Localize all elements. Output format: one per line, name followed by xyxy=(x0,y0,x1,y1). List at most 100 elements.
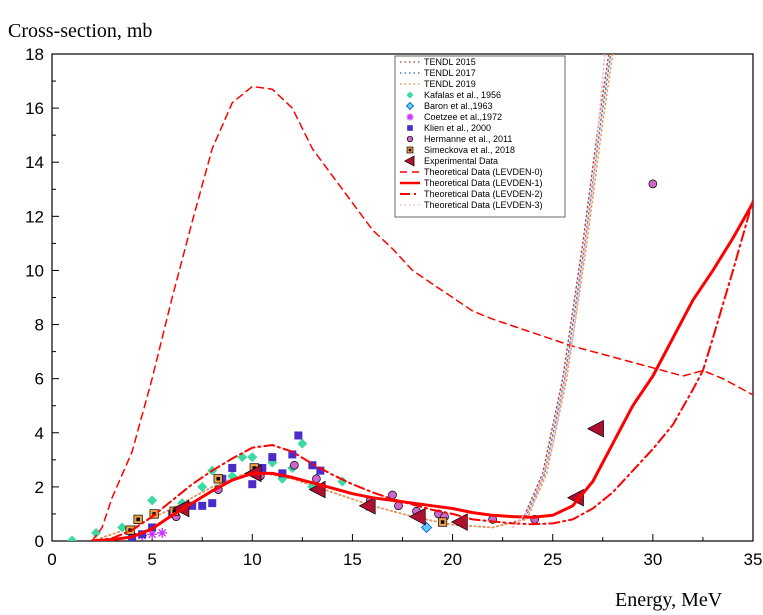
legend-item-11: Theoretical Data (LEVDEN-1) xyxy=(400,178,543,188)
legend-item-13: Theoretical Data (LEVDEN-3) xyxy=(400,200,543,210)
data-point xyxy=(308,461,317,470)
legend-label: Experimental Data xyxy=(424,156,498,166)
series-7 xyxy=(171,179,658,524)
data-point-d2 xyxy=(148,530,157,539)
data-point-dot xyxy=(172,509,176,513)
data-point xyxy=(198,501,207,510)
legend-item-8: Simeckova et al., 2018 xyxy=(406,145,515,155)
series-line xyxy=(90,201,753,541)
y-tick-label: 6 xyxy=(35,370,44,389)
data-point xyxy=(197,481,208,492)
data-point xyxy=(297,438,308,449)
legend-item-0: TENDL 2015 xyxy=(400,57,476,67)
legend-swatch xyxy=(407,125,413,131)
series-10 xyxy=(91,85,753,541)
legend-item-5: Coetzee et al.,1972 xyxy=(406,112,502,122)
legend-label: Simeckova et al., 2018 xyxy=(424,145,515,155)
series-12 xyxy=(91,199,753,541)
y-tick-label: 16 xyxy=(25,99,44,118)
data-point xyxy=(294,431,303,440)
legend-item-10: Theoretical Data (LEVDEN-0) xyxy=(400,167,543,177)
legend-label: Kafalas et al., 1956 xyxy=(424,90,501,100)
legend-swatch xyxy=(406,91,414,99)
data-point-dot xyxy=(136,517,140,522)
legend-box xyxy=(394,55,566,218)
series-3 xyxy=(67,438,348,541)
data-point-d2 xyxy=(158,528,167,537)
y-tick-label: 12 xyxy=(25,207,44,226)
data-point xyxy=(289,460,299,470)
x-tick-label: 30 xyxy=(643,550,662,569)
legend-label: Hermanne et al., 2011 xyxy=(424,134,512,144)
series-9 xyxy=(172,419,604,531)
data-point xyxy=(420,521,433,534)
data-point xyxy=(188,501,197,510)
legend-item-9: Experimental Data xyxy=(403,155,498,167)
data-point-dot xyxy=(252,466,257,470)
x-tick-label: 5 xyxy=(147,550,156,569)
legend-label: Baron et al.,1963 xyxy=(424,101,493,111)
x-tick-label: 25 xyxy=(543,550,562,569)
chart-series xyxy=(67,54,753,541)
data-point xyxy=(388,490,397,500)
y-tick-label: 10 xyxy=(25,261,44,280)
data-point xyxy=(648,179,658,189)
legend-label: Theoretical Data (LEVDEN-0) xyxy=(424,167,543,177)
data-point xyxy=(91,527,102,538)
data-point xyxy=(147,495,158,506)
x-tick-label: 10 xyxy=(243,550,262,569)
legend-swatch xyxy=(406,135,414,143)
legend-item-4: Baron et al.,1963 xyxy=(405,101,493,111)
x-tick-label: 20 xyxy=(443,550,462,569)
data-point xyxy=(117,522,128,533)
legend-swatch xyxy=(403,155,415,167)
legend-label: Coetzee et al.,1972 xyxy=(424,112,502,122)
legend-label: TENDL 2019 xyxy=(424,79,476,89)
data-point xyxy=(248,480,257,489)
series-line xyxy=(91,199,753,541)
data-point xyxy=(358,496,376,515)
x-axis-title: Energy, MeV xyxy=(615,589,723,611)
data-point xyxy=(258,463,267,472)
y-axis-title: Cross-section, mb xyxy=(8,20,152,42)
y-tick-label: 8 xyxy=(35,316,44,335)
series-13 xyxy=(511,54,606,529)
y-tick-label: 4 xyxy=(35,424,44,443)
axis-ticks: 0 5 10 15 20 25 30 35 0 2 4 6 8 10 12 14 16 18 xyxy=(25,45,762,569)
data-point xyxy=(268,453,277,462)
y-tick-label: 14 xyxy=(25,153,44,172)
legend-label: TENDL 2015 xyxy=(424,57,476,67)
series-11 xyxy=(90,201,753,541)
y-tick-label: 2 xyxy=(35,478,44,497)
y-tick-label: 18 xyxy=(25,45,44,64)
legend-item-2: TENDL 2019 xyxy=(400,79,476,89)
y-tick-label: 0 xyxy=(35,532,44,551)
legend-item-6: Klien et al., 2000 xyxy=(407,123,491,133)
legend-item-3: Kafalas et al., 1956 xyxy=(406,90,501,100)
x-tick-label: 35 xyxy=(744,550,763,569)
series-line xyxy=(511,54,606,529)
legend-label: TENDL 2017 xyxy=(424,68,476,78)
data-point xyxy=(157,527,168,538)
data-point xyxy=(316,466,325,475)
data-point xyxy=(408,507,426,526)
data-point xyxy=(288,450,297,459)
data-point xyxy=(208,499,217,508)
legend-swatch xyxy=(406,113,414,121)
data-point xyxy=(213,474,223,484)
series-line xyxy=(91,85,753,541)
legend-swatch-d2 xyxy=(407,114,413,120)
legend-label: Theoretical Data (LEVDEN-3) xyxy=(424,200,543,210)
legend-swatch-dot xyxy=(408,148,412,152)
data-point xyxy=(247,452,258,463)
data-point xyxy=(133,514,143,524)
series-4 xyxy=(420,521,433,534)
legend-swatch xyxy=(405,101,415,111)
legend-item-7: Hermanne et al., 2011 xyxy=(406,134,512,144)
legend-label: Klien et al., 2000 xyxy=(424,123,491,133)
plot-area xyxy=(67,54,753,541)
data-point xyxy=(67,535,78,541)
legend-label: Theoretical Data (LEVDEN-2) xyxy=(424,189,543,199)
